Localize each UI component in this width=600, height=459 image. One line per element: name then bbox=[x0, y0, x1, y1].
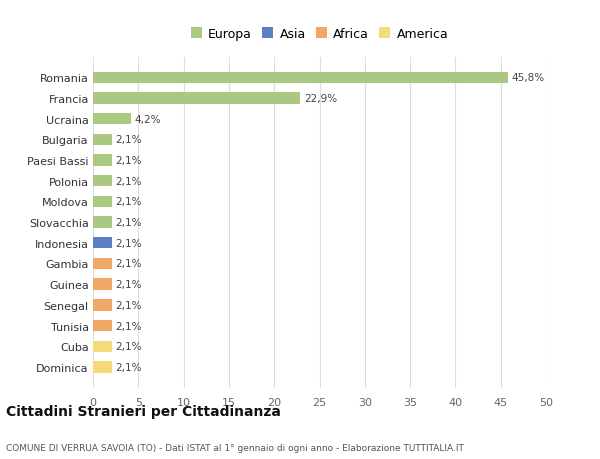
Text: 2,1%: 2,1% bbox=[116, 280, 142, 290]
Text: 2,1%: 2,1% bbox=[116, 362, 142, 372]
Bar bbox=[93, 300, 112, 311]
Bar bbox=[93, 341, 112, 352]
Bar bbox=[93, 114, 131, 125]
Text: COMUNE DI VERRUA SAVOIA (TO) - Dati ISTAT al 1° gennaio di ogni anno - Elaborazi: COMUNE DI VERRUA SAVOIA (TO) - Dati ISTA… bbox=[6, 443, 464, 452]
Bar bbox=[93, 279, 112, 290]
Bar bbox=[93, 362, 112, 373]
Text: 22,9%: 22,9% bbox=[304, 94, 337, 104]
Text: 2,1%: 2,1% bbox=[116, 197, 142, 207]
Bar bbox=[93, 238, 112, 249]
Text: 2,1%: 2,1% bbox=[116, 135, 142, 145]
Text: 2,1%: 2,1% bbox=[116, 259, 142, 269]
Bar bbox=[93, 176, 112, 187]
Text: 2,1%: 2,1% bbox=[116, 238, 142, 248]
Bar bbox=[93, 258, 112, 269]
Bar bbox=[93, 196, 112, 207]
Text: 45,8%: 45,8% bbox=[512, 73, 545, 83]
Text: 4,2%: 4,2% bbox=[134, 114, 161, 124]
Bar bbox=[93, 93, 301, 104]
Text: 2,1%: 2,1% bbox=[116, 321, 142, 331]
Bar bbox=[93, 217, 112, 228]
Text: 2,1%: 2,1% bbox=[116, 300, 142, 310]
Legend: Europa, Asia, Africa, America: Europa, Asia, Africa, America bbox=[187, 24, 452, 45]
Text: 2,1%: 2,1% bbox=[116, 176, 142, 186]
Bar bbox=[93, 134, 112, 146]
Text: Cittadini Stranieri per Cittadinanza: Cittadini Stranieri per Cittadinanza bbox=[6, 404, 281, 419]
Bar bbox=[93, 155, 112, 166]
Bar bbox=[93, 73, 508, 84]
Text: 2,1%: 2,1% bbox=[116, 156, 142, 166]
Text: 2,1%: 2,1% bbox=[116, 341, 142, 352]
Text: 2,1%: 2,1% bbox=[116, 218, 142, 228]
Bar bbox=[93, 320, 112, 331]
